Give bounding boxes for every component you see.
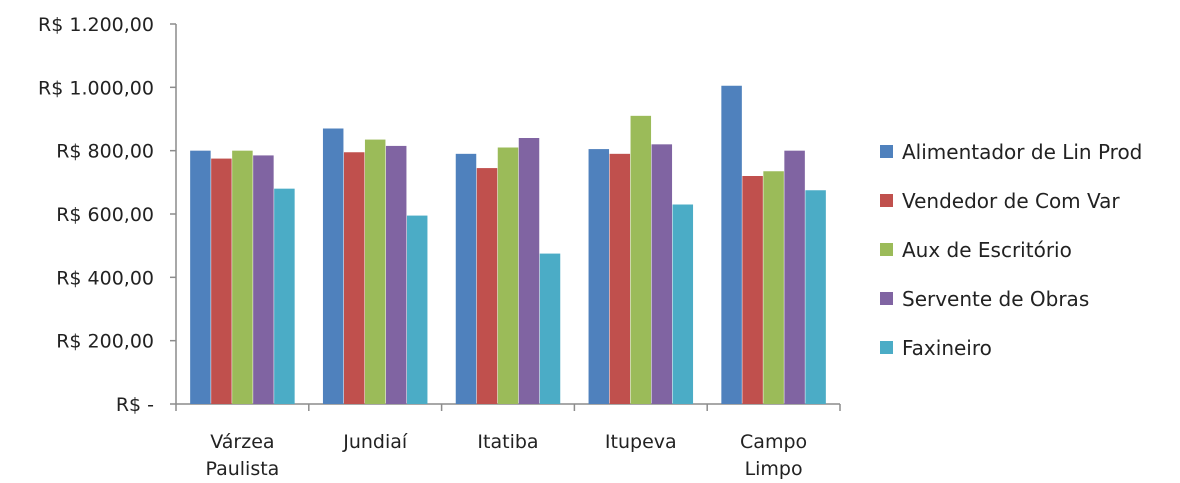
bar xyxy=(343,152,365,404)
x-tick-label: Itatiba xyxy=(477,431,538,453)
bar xyxy=(497,147,519,404)
x-tick-label: Jundiaí xyxy=(342,431,408,453)
y-tick-label: R$ 1.000,00 xyxy=(38,77,154,99)
legend-swatch xyxy=(880,243,893,256)
legend-label: Vendedor de Com Var xyxy=(902,189,1120,213)
legend-swatch xyxy=(880,341,893,354)
bar xyxy=(211,158,232,404)
y-tick-label: R$ 800,00 xyxy=(56,141,154,163)
bar xyxy=(539,253,561,404)
bar xyxy=(232,150,253,404)
legend-label: Faxineiro xyxy=(902,336,992,360)
bar xyxy=(385,145,407,404)
bar xyxy=(455,153,477,404)
y-tick-label: R$ 600,00 xyxy=(56,204,154,226)
y-tick-label: R$ 400,00 xyxy=(56,267,154,289)
bar xyxy=(588,149,610,404)
y-tick-label: R$ 1.200,00 xyxy=(38,14,154,36)
bar xyxy=(518,138,540,404)
bar xyxy=(406,215,428,404)
bar xyxy=(784,150,805,404)
bar xyxy=(190,150,211,404)
bar xyxy=(609,153,631,404)
bar xyxy=(630,115,652,404)
tick-labels: R$ - R$ 200,00 R$ 400,00 R$ 600,00 R$ 800,00… xyxy=(38,14,807,480)
bar xyxy=(253,155,274,404)
x-tick-label: Itupeva xyxy=(605,431,677,453)
legend-label: Servente de Obras xyxy=(902,287,1089,311)
legend-swatch xyxy=(880,194,893,207)
bar xyxy=(364,139,386,405)
bar xyxy=(672,204,694,404)
legend-label: Aux de Escritório xyxy=(902,238,1072,262)
legend-label: Alimentador de Lin Prod xyxy=(902,140,1142,164)
bar xyxy=(274,188,295,404)
bar xyxy=(763,171,784,404)
bar xyxy=(742,176,763,404)
x-tick-label: Várzea Paulista xyxy=(205,431,279,480)
legend-swatch xyxy=(880,145,893,158)
legend: Alimentador de Lin Prod Vendedor de Com V… xyxy=(880,140,1142,360)
bar xyxy=(322,128,344,404)
bars xyxy=(190,85,826,405)
y-tick-label: R$ - xyxy=(116,394,154,416)
legend-swatch xyxy=(880,292,893,305)
x-tick-label: Campo Limpo xyxy=(740,431,807,480)
bar xyxy=(476,168,498,404)
bar xyxy=(651,144,673,405)
bar xyxy=(805,190,826,404)
bar xyxy=(721,85,742,404)
y-tick-label: R$ 200,00 xyxy=(56,331,154,353)
